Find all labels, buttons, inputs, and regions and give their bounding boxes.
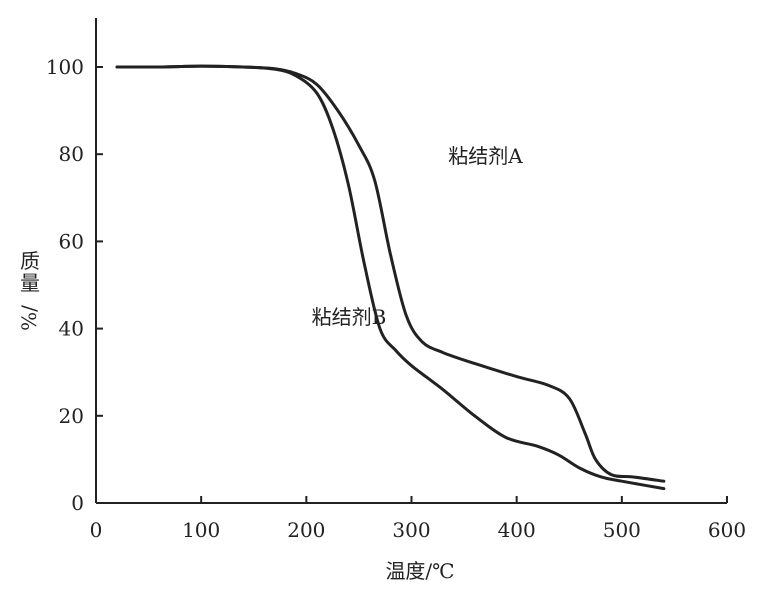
x-tick-label: 100 xyxy=(182,518,220,542)
x-tick-label: 300 xyxy=(392,518,430,542)
series-line-b xyxy=(115,64,666,491)
y-axis-title-char-1: 质 xyxy=(20,249,40,273)
x-tick-label: 600 xyxy=(708,518,746,542)
x-tick-label: 200 xyxy=(287,518,325,542)
x-tick-label: 0 xyxy=(90,518,103,542)
y-tick-label: 60 xyxy=(59,229,84,253)
y-tick-label: 20 xyxy=(59,404,84,428)
y-tick-label: 100 xyxy=(46,55,84,79)
ticks: 0 100 200 300 400 500 600 0 20 40 60 80 100 xyxy=(46,55,746,542)
y-axis-title-unit: %/ xyxy=(17,305,41,331)
axes xyxy=(95,18,727,504)
y-tick-label: 0 xyxy=(71,491,84,515)
x-tick-label: 400 xyxy=(498,518,536,542)
y-axis-title-char-2: 量 xyxy=(20,271,40,295)
y-tick-label: 40 xyxy=(59,317,84,341)
series-line-a xyxy=(115,64,666,483)
x-axis-title: 温度/℃ xyxy=(385,559,454,583)
annotations: 粘结剂A 粘结剂B xyxy=(312,144,524,329)
series-layer xyxy=(115,64,666,491)
y-tick-label: 80 xyxy=(59,142,84,166)
y-axis-title: %/ 质 量 xyxy=(17,249,41,331)
x-tick-label: 500 xyxy=(603,518,641,542)
series-label-a: 粘结剂A xyxy=(448,144,523,168)
series-label-b: 粘结剂B xyxy=(312,305,387,329)
